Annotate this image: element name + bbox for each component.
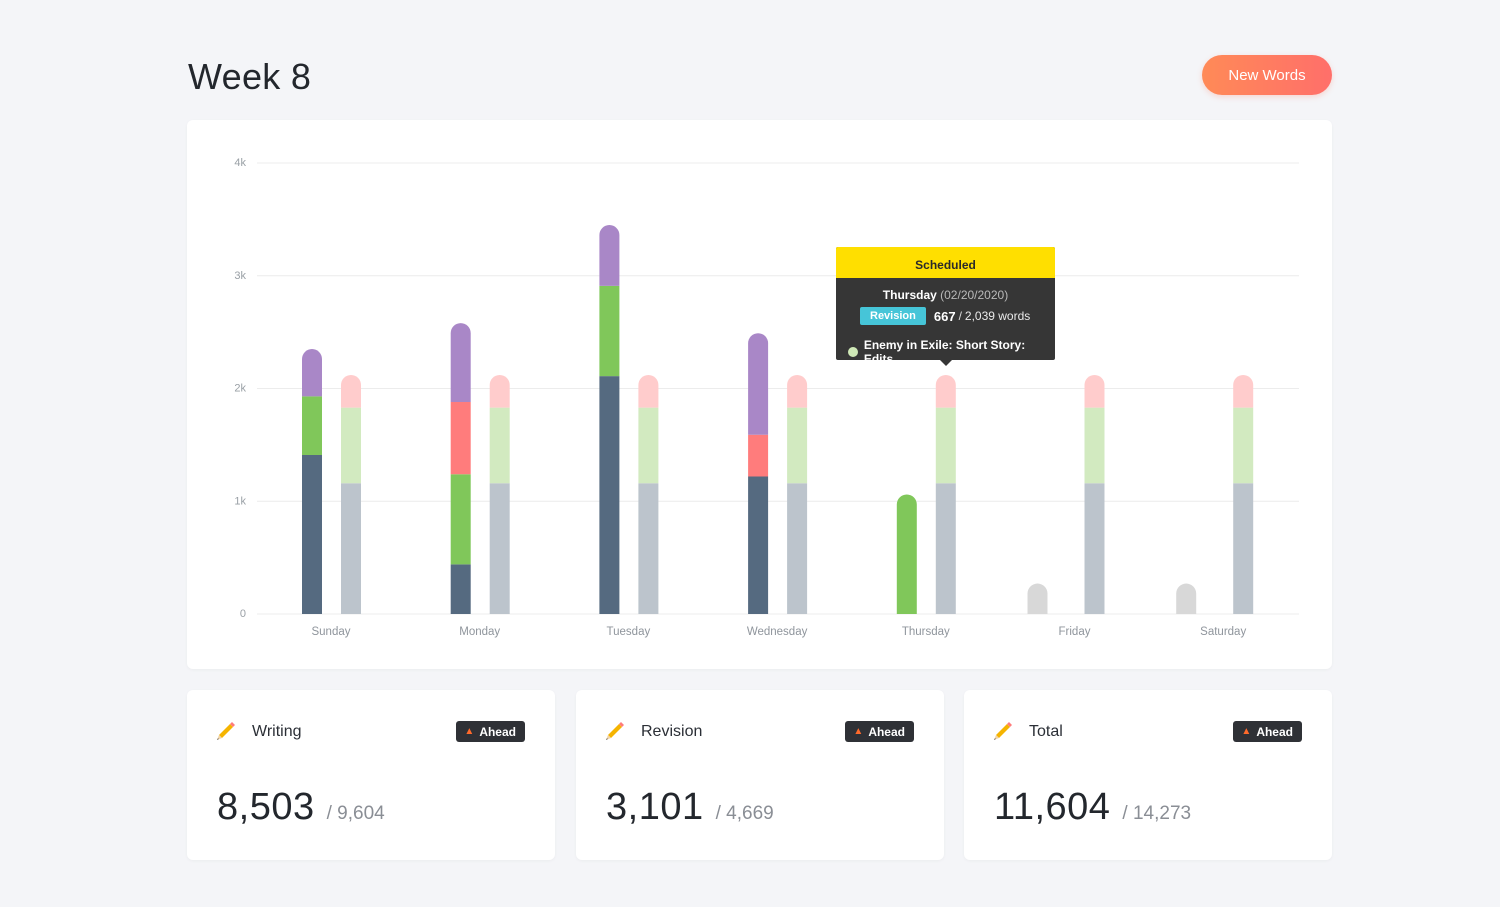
actual-bar-segment	[1176, 583, 1197, 614]
scheduled-bar-segment	[935, 374, 956, 408]
actual-bar-segment	[748, 333, 769, 435]
tooltip-date-line: Thursday (02/20/2020)	[836, 288, 1055, 302]
scheduled-bar-segment	[1084, 374, 1105, 408]
scheduled-bar-segment	[1233, 407, 1254, 484]
stat-goal: / 9,604	[326, 803, 385, 824]
scheduled-tooltip: Scheduled Thursday (02/20/2020) Revision…	[836, 247, 1055, 366]
pencil-icon	[994, 722, 1012, 740]
scheduled-bar-segment	[787, 374, 808, 408]
pencil-icon	[217, 722, 235, 740]
tooltip-project-line: Enemy in Exile: Short Story: Edits	[848, 338, 1055, 366]
page-title: Week 8	[188, 56, 312, 97]
scheduled-bar-segment	[489, 407, 510, 484]
y-tick-label: 0	[240, 608, 246, 620]
actual-bar-segment	[1027, 583, 1048, 614]
project-color-dot-icon	[848, 347, 858, 357]
stat-label: Revision	[641, 723, 703, 740]
scheduled-bar-segment	[1084, 407, 1105, 484]
flame-icon: ▲	[464, 726, 475, 737]
scheduled-bar-segment	[787, 483, 808, 614]
x-tick-label: Monday	[459, 626, 500, 638]
actual-bar-segment	[450, 474, 471, 565]
status-badge: ▲ Ahead	[1233, 721, 1302, 742]
x-tick-label: Thursday	[902, 626, 950, 638]
scheduled-bar-segment	[341, 374, 361, 408]
actual-bar-segment	[748, 434, 769, 477]
x-tick-label: Tuesday	[607, 626, 651, 638]
tooltip-project: Enemy in Exile: Short Story: Edits	[863, 338, 1026, 366]
stat-value: 11,604	[994, 786, 1111, 828]
scheduled-bar-segment	[935, 407, 956, 484]
actual-bar-segment	[599, 376, 620, 614]
scheduled-bar-segment	[489, 374, 510, 408]
tooltip-count-line: Revision 667 / 2,039 words	[860, 307, 1030, 325]
stat-value-row: 8,503 / 9,604	[217, 786, 385, 829]
scheduled-bar-segment	[341, 407, 361, 484]
stat-value: 3,101	[606, 786, 704, 828]
status-badge: ▲ Ahead	[456, 721, 525, 742]
actual-bar-segment	[748, 476, 769, 614]
tooltip-header: Scheduled	[836, 247, 1055, 278]
scheduled-bar-segment	[638, 407, 659, 484]
x-tick-label: Sunday	[311, 626, 350, 638]
tooltip-type-badge: Revision	[860, 307, 926, 325]
tooltip-caret-icon	[940, 360, 952, 366]
scheduled-bar-segment	[787, 407, 808, 484]
actual-bar-segment	[450, 402, 471, 475]
scheduled-bar-segment	[638, 483, 659, 614]
stat-label: Total	[1029, 723, 1063, 740]
tooltip-date: (02/20/2020)	[940, 288, 1009, 302]
revision-stat-card: Revision ▲ Ahead 3,101 / 4,669	[576, 690, 944, 860]
actual-bar-segment	[599, 225, 620, 286]
tooltip-goal: 2,039 words	[964, 309, 1031, 323]
tooltip-day: Thursday	[882, 288, 937, 302]
y-tick-label: 3k	[234, 270, 246, 282]
tooltip-separator: /	[958, 309, 962, 323]
stat-goal: / 14,273	[1122, 803, 1192, 824]
weekly-chart-card: 0 1k 2k 3k 4k Sunday Monday Tuesday Wednesday Thu…	[187, 120, 1332, 669]
new-words-button[interactable]: New Words	[1202, 55, 1332, 95]
x-tick-label: Friday	[1059, 626, 1091, 638]
scheduled-bar-segment	[1084, 483, 1105, 614]
actual-bar-segment	[599, 285, 620, 377]
status-badge: ▲ Ahead	[845, 721, 914, 742]
actual-bar-segment	[302, 349, 322, 397]
writing-stat-card: Writing ▲ Ahead 8,503 / 9,604	[187, 690, 555, 860]
actual-bar-segment	[896, 494, 917, 614]
actual-bar-segment	[302, 396, 322, 456]
x-tick-label: Wednesday	[747, 626, 808, 638]
stat-value-row: 3,101 / 4,669	[606, 786, 774, 829]
actual-bar-segment	[450, 323, 471, 403]
total-stat-card: Total ▲ Ahead 11,604 / 14,273	[964, 690, 1332, 860]
x-tick-label: Saturday	[1200, 626, 1246, 638]
stat-value: 8,503	[217, 786, 315, 828]
actual-bar-segment	[302, 455, 322, 614]
flame-icon: ▲	[1241, 726, 1252, 737]
scheduled-bar-segment	[341, 483, 361, 614]
scheduled-bar-segment	[1233, 374, 1254, 408]
scheduled-bar-segment	[489, 483, 510, 614]
flame-icon: ▲	[853, 726, 864, 737]
weekly-words-chart: 0 1k 2k 3k 4k Sunday Monday Tuesday Wednesday Thu…	[234, 157, 1299, 638]
scheduled-bar-segment	[638, 374, 659, 408]
scheduled-bar-segment	[935, 483, 956, 614]
y-tick-label: 4k	[234, 157, 246, 169]
stat-goal: / 4,669	[715, 803, 774, 824]
actual-bar-segment	[450, 564, 471, 614]
stat-label: Writing	[252, 723, 302, 740]
y-tick-label: 1k	[234, 495, 246, 507]
stat-value-row: 11,604 / 14,273	[994, 786, 1191, 829]
pencil-icon	[606, 722, 624, 740]
scheduled-bar-segment	[1233, 483, 1254, 614]
y-tick-label: 2k	[234, 383, 246, 395]
tooltip-count: 667	[933, 308, 956, 324]
